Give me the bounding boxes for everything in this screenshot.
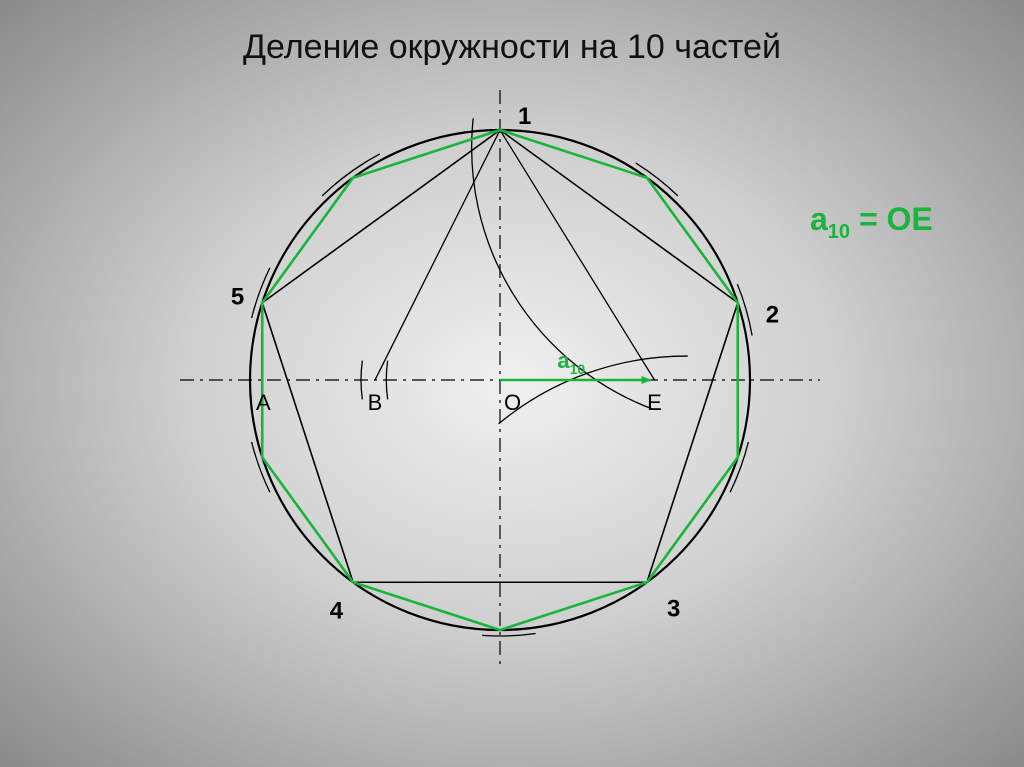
label-E: E xyxy=(647,390,662,415)
formula: а10 = OE xyxy=(810,201,933,243)
axis-point-labels: A B O E xyxy=(256,390,662,415)
page-title: Деление окружности на 10 частей xyxy=(0,28,1024,67)
vertex-label-3: 3 xyxy=(667,595,680,622)
label-B: B xyxy=(368,390,383,415)
vertex-label-2: 2 xyxy=(766,302,779,329)
geometry-diagram: 1 2 3 4 5 A B O E а10 а10 = OE xyxy=(0,80,1024,767)
division-ticks xyxy=(252,154,753,636)
vertex-label-4: 4 xyxy=(330,597,344,624)
vertex-label-5: 5 xyxy=(231,284,244,311)
diagram-container: 1 2 3 4 5 A B O E а10 а10 = OE xyxy=(0,80,1024,767)
label-A: A xyxy=(256,390,271,415)
a10-label: а10 xyxy=(557,348,585,377)
vertex-label-1: 1 xyxy=(518,103,531,130)
label-O: O xyxy=(504,390,521,415)
construction-lines xyxy=(353,118,688,582)
